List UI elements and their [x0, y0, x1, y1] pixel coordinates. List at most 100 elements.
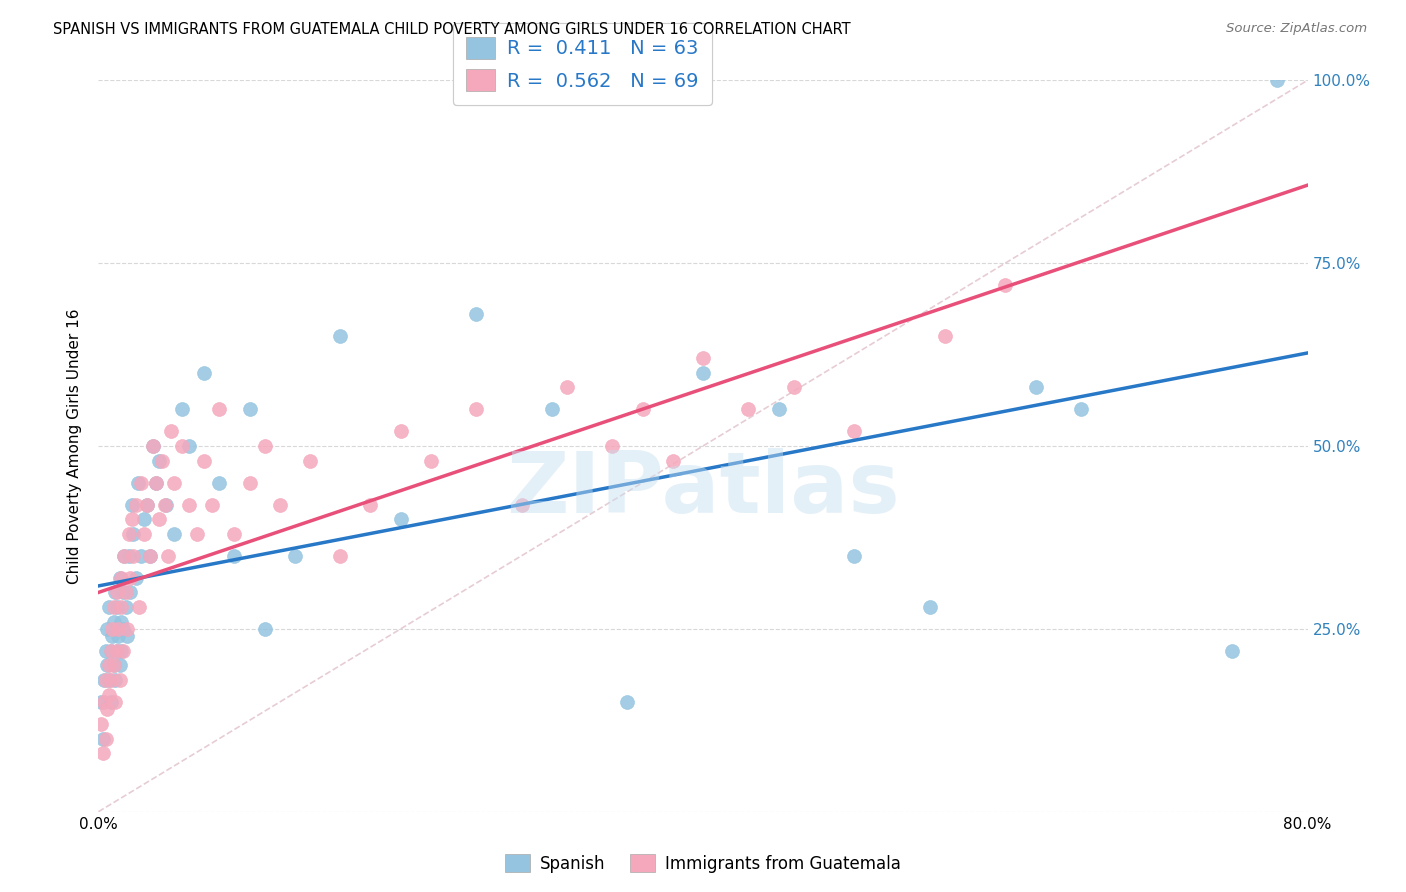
Point: [129, 475, 152, 490]
Point: [208, 402, 231, 417]
Point: [114, 599, 136, 614]
Point: [768, 402, 790, 417]
Point: [661, 453, 683, 467]
Point: [135, 498, 157, 512]
Point: [125, 571, 148, 585]
Legend: Spanish, Immigrants from Guatemala: Spanish, Immigrants from Guatemala: [498, 847, 908, 880]
Point: [111, 644, 134, 658]
Point: [145, 475, 167, 490]
Point: [103, 615, 125, 629]
Point: [145, 475, 167, 490]
Point: [555, 380, 578, 394]
Point: [160, 425, 183, 439]
Point: [389, 512, 412, 526]
Point: [103, 658, 125, 673]
Point: [100, 673, 122, 687]
Point: [98, 673, 121, 687]
Point: [98, 599, 121, 614]
Point: [104, 695, 127, 709]
Point: [110, 599, 132, 614]
Point: [1220, 644, 1243, 658]
Point: [179, 498, 201, 512]
Point: [208, 475, 231, 490]
Point: [101, 629, 124, 643]
Point: [96, 702, 118, 716]
Point: [193, 453, 215, 467]
Point: [540, 402, 562, 417]
Point: [224, 526, 246, 541]
Point: [91, 746, 114, 760]
Point: [115, 622, 138, 636]
Point: [139, 549, 162, 563]
Point: [103, 658, 125, 673]
Point: [692, 351, 714, 366]
Point: [93, 695, 115, 709]
Y-axis label: Child Poverty Among Girls Under 16: Child Poverty Among Girls Under 16: [67, 309, 83, 583]
Point: [90, 717, 112, 731]
Point: [150, 453, 173, 467]
Point: [692, 366, 714, 380]
Point: [844, 549, 866, 563]
Point: [108, 571, 131, 585]
Point: [142, 439, 165, 453]
Point: [111, 585, 134, 599]
Point: [360, 498, 382, 512]
Point: [148, 453, 170, 467]
Point: [118, 526, 141, 541]
Point: [104, 585, 127, 599]
Point: [170, 439, 193, 453]
Text: SPANISH VS IMMIGRANTS FROM GUATEMALA CHILD POVERTY AMONG GIRLS UNDER 16 CORRELAT: SPANISH VS IMMIGRANTS FROM GUATEMALA CHI…: [53, 22, 851, 37]
Point: [783, 380, 806, 394]
Point: [105, 599, 128, 614]
Point: [284, 549, 307, 563]
Point: [120, 585, 142, 599]
Point: [121, 512, 143, 526]
Point: [132, 512, 155, 526]
Point: [105, 644, 128, 658]
Point: [96, 622, 118, 636]
Point: [163, 526, 186, 541]
Point: [91, 731, 114, 746]
Point: [844, 425, 866, 439]
Point: [115, 629, 138, 643]
Point: [631, 402, 654, 417]
Point: [163, 475, 186, 490]
Point: [127, 475, 149, 490]
Point: [94, 644, 117, 658]
Text: ZIPatlas: ZIPatlas: [506, 449, 900, 532]
Point: [125, 498, 148, 512]
Point: [122, 526, 145, 541]
Point: [110, 644, 132, 658]
Point: [112, 549, 135, 563]
Point: [994, 278, 1017, 293]
Point: [139, 549, 162, 563]
Point: [118, 549, 141, 563]
Point: [510, 498, 533, 512]
Point: [96, 658, 118, 673]
Point: [110, 615, 132, 629]
Point: [602, 439, 624, 453]
Point: [108, 658, 131, 673]
Point: [103, 599, 125, 614]
Point: [104, 673, 127, 687]
Point: [111, 622, 134, 636]
Point: [1024, 380, 1046, 394]
Point: [465, 402, 488, 417]
Point: [107, 622, 129, 636]
Point: [329, 329, 352, 343]
Point: [918, 599, 941, 614]
Point: [156, 549, 179, 563]
Point: [94, 673, 117, 687]
Point: [135, 498, 157, 512]
Point: [105, 644, 128, 658]
Point: [934, 329, 956, 343]
Point: [98, 688, 121, 702]
Point: [269, 498, 291, 512]
Point: [193, 366, 215, 380]
Point: [170, 402, 193, 417]
Point: [100, 644, 122, 658]
Point: [179, 439, 201, 453]
Point: [108, 673, 131, 687]
Point: [128, 599, 150, 614]
Point: [329, 549, 352, 563]
